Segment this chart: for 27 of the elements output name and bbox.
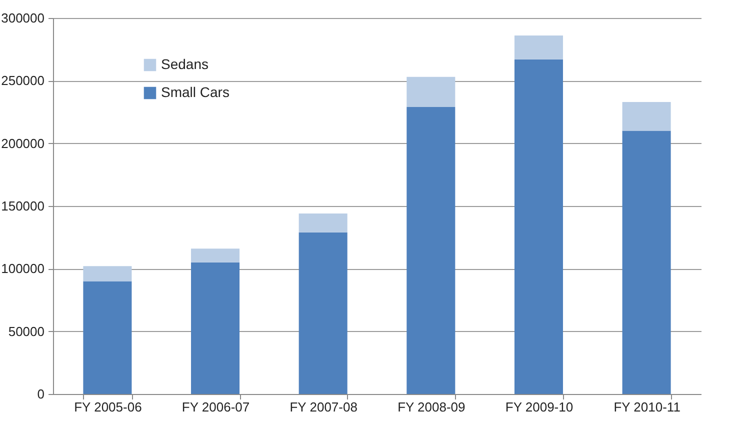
y-tick-label: 0 [37,386,44,402]
bar [191,262,240,394]
bar [406,106,456,394]
x-tick-label: FY 2006-07 [182,400,250,414]
bar [514,36,563,60]
y-tick-label: 50000 [8,324,44,339]
y-tick-label: 200000 [1,136,44,151]
x-tick-label: FY 2007-08 [290,400,358,414]
bar [622,102,671,131]
bar [298,232,348,394]
bar [406,76,456,107]
x-tick-label: FY 2008-09 [398,400,466,414]
legend-label: Small Cars [161,84,230,100]
y-tick-label: 100000 [1,261,44,276]
x-tick-label: FY 2010-11 [614,400,680,414]
legend-label: Sedans [161,56,208,72]
bar [298,214,348,232]
x-tick-label: FY 2005-06 [74,400,142,414]
bar [191,248,240,262]
y-tick-label: 300000 [1,10,44,26]
x-tick-label: FY 2009-10 [505,400,574,414]
bar [622,130,671,394]
bar [83,281,132,394]
bar [83,266,132,282]
y-tick-label: 250000 [1,73,44,88]
y-tick-label: 150000 [1,198,44,214]
bar [514,59,563,394]
